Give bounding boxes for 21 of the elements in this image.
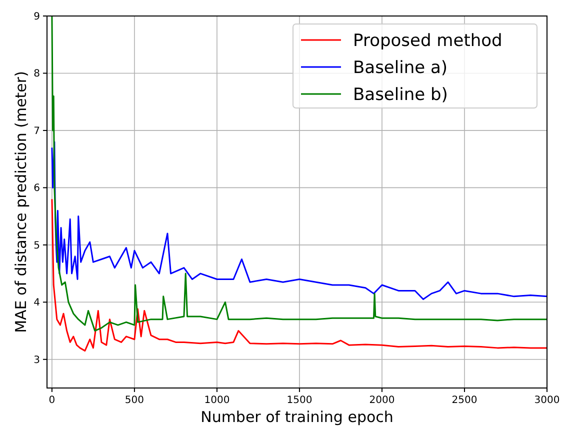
y-tick-label: 9 <box>34 12 40 22</box>
y-tick-label: 6 <box>34 183 40 194</box>
x-tick-label: 2000 <box>369 395 395 406</box>
y-tick-label: 7 <box>34 126 40 137</box>
y-tick-label: 8 <box>34 68 40 80</box>
legend-label: Baseline a) <box>353 58 448 78</box>
line-series <box>51 198 547 352</box>
y-tick-label: 3 <box>34 354 40 366</box>
x-tick-label: 3000 <box>534 395 560 406</box>
legend-label: Baseline b) <box>353 85 448 105</box>
x-tick-label: 1000 <box>204 395 230 406</box>
x-tick-label: 2500 <box>452 395 478 406</box>
y-axis-title: MAE of distance prediction (meter) <box>12 71 30 333</box>
x-tick-label: 1500 <box>286 395 312 406</box>
y-tick-label: 5 <box>34 240 40 252</box>
line-series <box>51 16 547 332</box>
legend-label: Proposed method <box>353 31 502 51</box>
y-tick-label: 4 <box>34 298 40 309</box>
x-tick-label: 0 <box>48 395 56 406</box>
x-tick-label: 500 <box>124 395 144 406</box>
x-axis-title: Number of training epoch <box>200 408 394 426</box>
